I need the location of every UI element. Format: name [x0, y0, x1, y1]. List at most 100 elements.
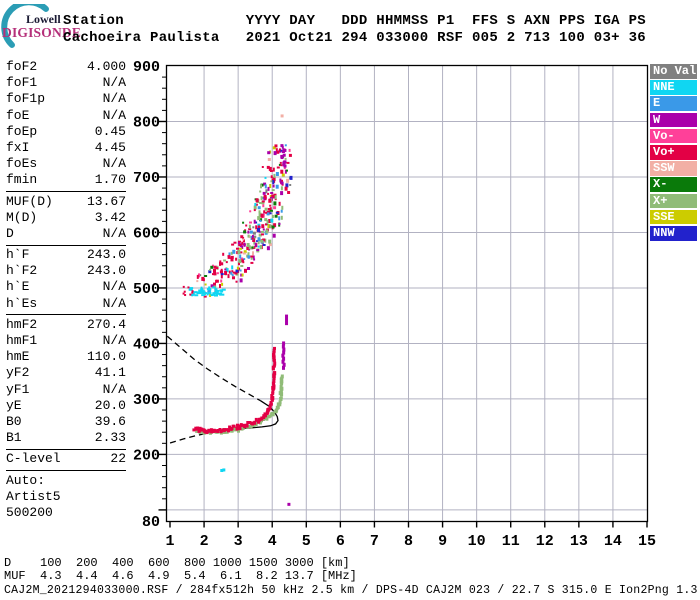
y-tick-label-800: 800 — [133, 114, 160, 131]
param-label: h`F2 — [6, 263, 38, 279]
param-value: 0.45 — [94, 123, 126, 139]
legend-item-vo-: Vo- — [650, 128, 697, 144]
param-note: Artist5 — [6, 488, 61, 504]
plot-frame — [165, 64, 649, 523]
param-row-foEs: foEs N/A — [6, 156, 126, 172]
isolated-echo — [220, 469, 224, 473]
legend-item-x+: X+ — [650, 193, 697, 209]
logo-digisonde-text: DIGISONDE — [2, 25, 82, 40]
muf-row: MUF 4.3 4.4 4.6 4.9 5.4 6.1 8.2 13.7 [MH… — [4, 569, 357, 583]
legend-item-noval: No Val — [650, 64, 697, 79]
x-tick-label-10: 10 — [468, 533, 486, 550]
x-tick-label-8: 8 — [404, 533, 413, 550]
param-label: foEs — [6, 156, 38, 172]
x-tick-label-13: 13 — [570, 533, 588, 550]
y-tick-label-200: 200 — [133, 447, 160, 464]
param-separator — [6, 244, 126, 246]
param-separator — [6, 314, 126, 316]
param-value: N/A — [102, 381, 126, 397]
legend-item-ssw: SSW — [650, 161, 697, 176]
param-value: 270.4 — [86, 316, 126, 332]
header-column-titles: Station YYYY DAY DDD HHMMSS P1 FFS S AXN… — [63, 13, 646, 29]
legend-item-e: E — [650, 96, 697, 112]
nne-band — [188, 286, 226, 297]
param-value: 110.0 — [86, 349, 126, 365]
distance-row: D 100 200 400 600 800 1000 1500 3000 [km… — [4, 556, 350, 570]
param-row-hF: h`F 243.0 — [6, 247, 126, 263]
spread-f-scatter — [196, 144, 293, 298]
param-row-fxI: fxI 4.45 — [6, 140, 126, 156]
param-row-hmF1: hmF1 N/A — [6, 333, 126, 349]
header-station-values: Cachoeira Paulista 2021 Oct21 294 033000… — [63, 30, 646, 46]
param-row-hF2: h`F2 243.0 — [6, 263, 126, 279]
param-label: fmin — [6, 172, 38, 188]
y-tick-label-400: 400 — [133, 336, 160, 353]
param-value: 20.0 — [94, 397, 126, 413]
param-note: Auto: — [6, 472, 46, 488]
legend-item-nne: NNE — [650, 80, 697, 95]
param-label: h`E — [6, 279, 30, 295]
x-tick-label-1: 1 — [165, 533, 174, 550]
param-value: 1.70 — [94, 172, 126, 188]
param-row-foEp: foEp 0.45 — [6, 124, 126, 140]
param-label: foEp — [6, 123, 38, 139]
y-tick-label-80: 80 — [142, 514, 160, 531]
isolated-points — [220, 114, 291, 506]
legend-item-w: W — [650, 112, 697, 128]
param-label: yE — [6, 397, 22, 413]
x-tick-label-9: 9 — [438, 533, 447, 550]
param-separator — [6, 470, 126, 471]
x-tick-label-3: 3 — [234, 533, 243, 550]
x-tick-label-4: 4 — [268, 533, 277, 550]
y-axis-labels: 900 800 700 600 500 400 300 200 80 — [133, 59, 160, 531]
param-row-hmE: hmE 110.0 — [6, 349, 126, 365]
param-value: N/A — [102, 333, 126, 348]
param-value: 3.42 — [94, 209, 126, 225]
param-value: 2.33 — [94, 430, 126, 446]
param-label: h`F — [6, 247, 30, 263]
y-tick-label-900: 900 — [133, 59, 160, 76]
param-row-foF1p: foF1p N/A — [6, 91, 126, 107]
file-info-footer: CAJ2M_2021294033000.RSF / 284fx512h 50 k… — [4, 584, 700, 597]
w-mode-column — [281, 314, 289, 370]
isolated-echo — [287, 502, 291, 506]
x-tick-label-7: 7 — [370, 533, 379, 550]
param-label: foF2 — [6, 59, 38, 74]
param-value: 4.000 — [86, 59, 126, 74]
isolated-echo — [280, 114, 284, 118]
parameter-panel: foF2 4.000 foF1 N/A foF1p N/A foE N/A foEp 0.45 fx… — [6, 59, 126, 521]
param-row-foF2: foF2 4.000 — [6, 59, 126, 75]
x-tick-label-5: 5 — [302, 533, 311, 550]
param-row-yF2: yF2 41.1 — [6, 365, 126, 381]
param-value: N/A — [102, 225, 126, 241]
x-tick-label-12: 12 — [536, 533, 554, 550]
param-value: N/A — [102, 156, 126, 172]
param-row-yE: yE 20.0 — [6, 398, 126, 414]
param-label: hmF1 — [6, 333, 38, 348]
param-value: N/A — [102, 295, 126, 311]
y-tick-label-500: 500 — [133, 281, 160, 298]
param-label: MUF(D) — [6, 193, 53, 209]
direction-legend: No Val NNE E W Vo- Vo+ SSW X- X+ SSE NNW — [650, 64, 697, 242]
top-spread-column — [280, 144, 287, 168]
param-label: B0 — [6, 413, 22, 429]
profile-curve — [166, 335, 279, 445]
param-label: D — [6, 225, 14, 241]
param-value: N/A — [102, 279, 126, 295]
param-label: foE — [6, 107, 30, 123]
param-row-yF1: yF1 N/A — [6, 382, 126, 398]
param-label: yF1 — [6, 381, 30, 397]
y-tick-label-700: 700 — [133, 170, 160, 187]
param-label: C-level — [6, 451, 61, 467]
param-value: 22 — [110, 451, 126, 467]
param-row-B1: B1 2.33 — [6, 430, 126, 446]
param-row-MD: M(D) 3.42 — [6, 210, 126, 226]
param-label: hmF2 — [6, 316, 38, 332]
param-separator — [6, 191, 126, 192]
grid — [166, 65, 648, 522]
x-tick-label-11: 11 — [502, 533, 520, 550]
axis-ticks — [158, 76, 648, 528]
param-value: 13.67 — [86, 193, 126, 209]
